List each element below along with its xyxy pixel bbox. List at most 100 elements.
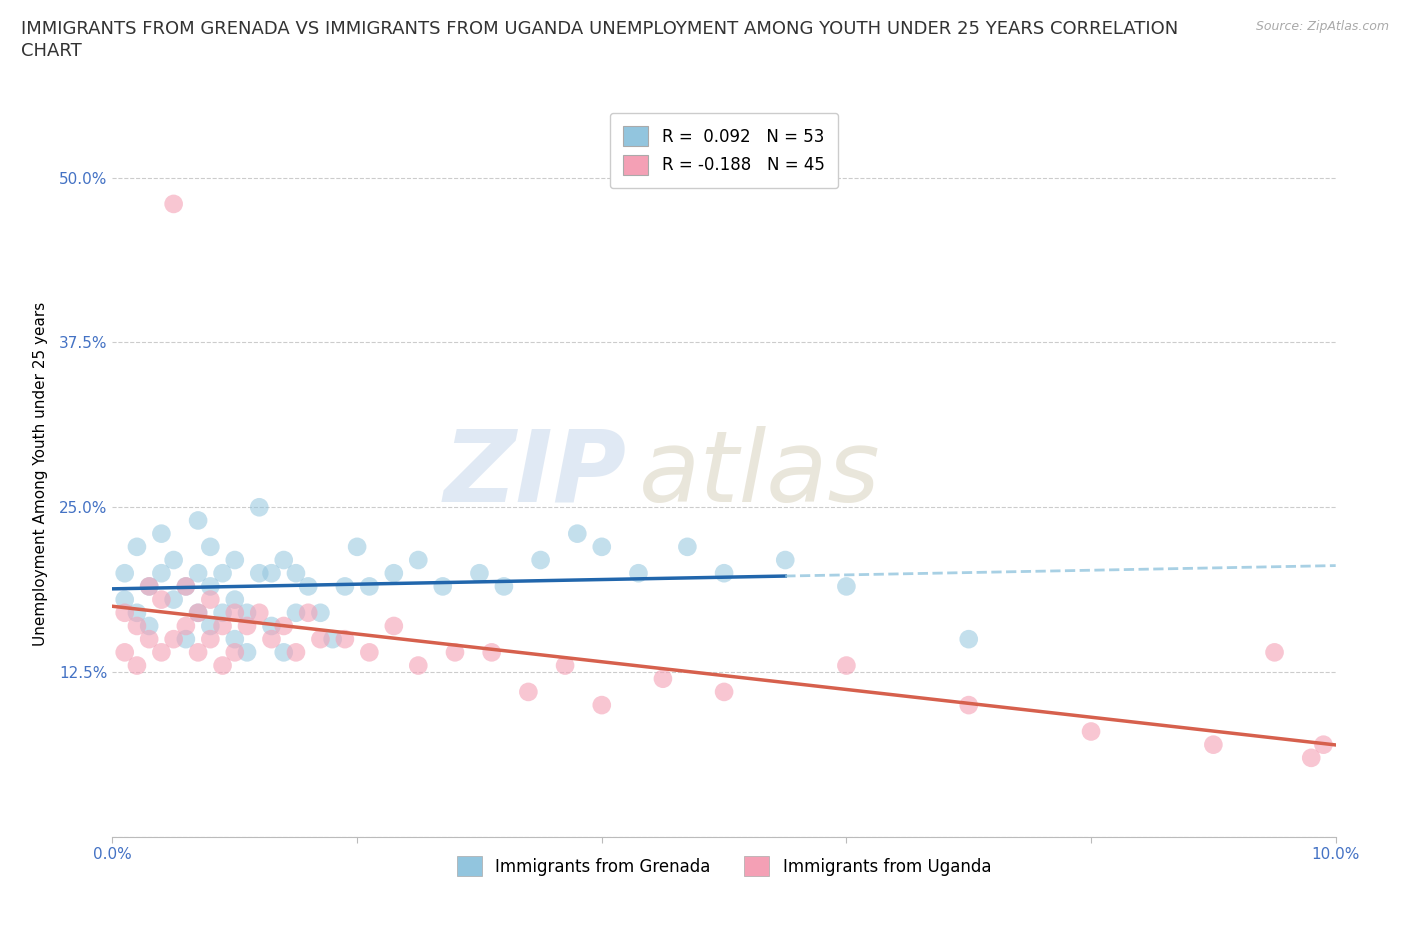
Point xyxy=(174,579,197,594)
Point xyxy=(835,579,858,594)
Point xyxy=(260,618,283,633)
Text: atlas: atlas xyxy=(638,426,880,523)
Point xyxy=(1202,737,1225,752)
Point xyxy=(273,552,295,567)
Point xyxy=(408,658,430,673)
Y-axis label: Unemployment Among Youth under 25 years: Unemployment Among Youth under 25 years xyxy=(32,302,48,646)
Point xyxy=(284,644,308,659)
Point xyxy=(284,605,308,620)
Point xyxy=(125,658,148,673)
Point xyxy=(775,552,797,567)
Point xyxy=(163,552,186,567)
Point xyxy=(1312,737,1334,752)
Point xyxy=(200,579,222,594)
Point xyxy=(492,579,515,594)
Point xyxy=(224,644,246,659)
Point xyxy=(591,539,613,554)
Point xyxy=(444,644,467,659)
Point xyxy=(247,605,270,620)
Point xyxy=(125,605,148,620)
Point xyxy=(260,631,283,646)
Point xyxy=(236,605,259,620)
Point xyxy=(1301,751,1323,765)
Point xyxy=(224,592,246,607)
Point xyxy=(174,631,197,646)
Point xyxy=(224,605,246,620)
Text: ZIP: ZIP xyxy=(443,426,626,523)
Point xyxy=(835,658,858,673)
Point xyxy=(163,592,186,607)
Point xyxy=(224,552,246,567)
Point xyxy=(530,552,553,567)
Point xyxy=(382,618,405,633)
Point xyxy=(359,579,381,594)
Point xyxy=(211,658,233,673)
Point xyxy=(468,565,491,580)
Point xyxy=(211,618,233,633)
Point xyxy=(163,196,186,211)
Point xyxy=(247,499,270,514)
Point xyxy=(114,605,136,620)
Legend: Immigrants from Grenada, Immigrants from Uganda: Immigrants from Grenada, Immigrants from… xyxy=(450,849,998,884)
Point xyxy=(676,539,699,554)
Point xyxy=(297,605,319,620)
Point xyxy=(554,658,576,673)
Point xyxy=(150,644,173,659)
Point xyxy=(150,565,173,580)
Point xyxy=(200,631,222,646)
Point xyxy=(138,579,160,594)
Point xyxy=(138,579,160,594)
Point xyxy=(957,631,980,646)
Point xyxy=(627,565,650,580)
Text: IMMIGRANTS FROM GRENADA VS IMMIGRANTS FROM UGANDA UNEMPLOYMENT AMONG YOUTH UNDER: IMMIGRANTS FROM GRENADA VS IMMIGRANTS FR… xyxy=(21,20,1178,38)
Point xyxy=(591,698,613,712)
Point xyxy=(187,605,209,620)
Point xyxy=(187,605,209,620)
Point xyxy=(481,644,503,659)
Point xyxy=(114,644,136,659)
Point xyxy=(125,539,148,554)
Point xyxy=(957,698,980,712)
Point xyxy=(309,605,332,620)
Point xyxy=(247,565,270,580)
Text: CHART: CHART xyxy=(21,42,82,60)
Point xyxy=(236,644,259,659)
Point xyxy=(187,644,209,659)
Point xyxy=(114,565,136,580)
Point xyxy=(652,671,675,686)
Point xyxy=(273,644,295,659)
Point xyxy=(200,539,222,554)
Point xyxy=(567,526,589,541)
Point xyxy=(322,631,344,646)
Point xyxy=(150,592,173,607)
Point xyxy=(713,684,735,699)
Point xyxy=(333,579,356,594)
Point xyxy=(200,592,222,607)
Point xyxy=(517,684,540,699)
Point xyxy=(224,631,246,646)
Point xyxy=(236,618,259,633)
Text: Source: ZipAtlas.com: Source: ZipAtlas.com xyxy=(1256,20,1389,33)
Point xyxy=(260,565,283,580)
Point xyxy=(359,644,381,659)
Point xyxy=(309,631,332,646)
Point xyxy=(174,618,197,633)
Point xyxy=(125,618,148,633)
Point xyxy=(382,565,405,580)
Point xyxy=(211,565,233,580)
Point xyxy=(273,618,295,633)
Point xyxy=(297,579,319,594)
Point xyxy=(211,605,233,620)
Point xyxy=(163,631,186,646)
Point xyxy=(284,565,308,580)
Point xyxy=(114,592,136,607)
Point xyxy=(333,631,356,646)
Point xyxy=(150,526,173,541)
Point xyxy=(346,539,368,554)
Point xyxy=(187,513,209,528)
Point xyxy=(432,579,454,594)
Point xyxy=(187,565,209,580)
Point xyxy=(138,631,160,646)
Point xyxy=(713,565,735,580)
Point xyxy=(1264,644,1286,659)
